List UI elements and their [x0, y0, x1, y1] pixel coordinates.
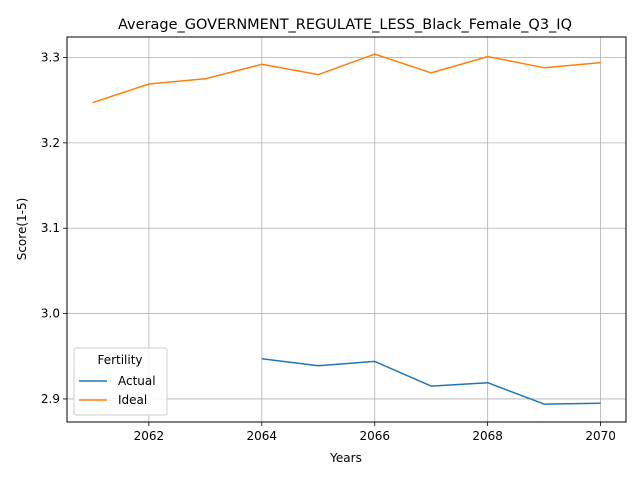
series-line-ideal: [92, 53, 601, 104]
legend-label-ideal: Ideal: [118, 393, 147, 407]
legend-title: Fertility: [97, 353, 142, 367]
legend: Fertility Actual Ideal: [73, 347, 168, 416]
x-tick-label: 2062: [134, 429, 165, 443]
y-tick-label: 3.2: [41, 136, 60, 150]
y-axis-label: Score(1-5): [15, 198, 29, 261]
y-tick-label: 3.0: [41, 307, 60, 321]
x-tick-label: 2066: [359, 429, 390, 443]
chart-title: Average_GOVERNMENT_REGULATE_LESS_Black_F…: [118, 17, 572, 33]
y-tick-label: 3.3: [41, 50, 60, 64]
series-lines: [92, 53, 601, 405]
y-tick-label: 3.1: [41, 221, 60, 235]
x-tick-label: 2068: [472, 429, 503, 443]
series-line-actual: [261, 358, 601, 405]
legend-entries: Actual Ideal: [79, 374, 156, 407]
y-tick-label: 2.9: [41, 392, 60, 406]
legend-box: [73, 347, 168, 416]
legend-label-actual: Actual: [118, 374, 156, 388]
x-tick-label: 2064: [247, 429, 278, 443]
x-tick-label: 2070: [585, 429, 616, 443]
x-axis: 2062 2064 2066 2068 2070: [134, 422, 616, 443]
grid: [67, 37, 626, 422]
plot-frame: [66, 36, 627, 423]
y-axis: 2.9 3.0 3.1 3.2 3.3: [41, 50, 67, 406]
x-axis-label: Years: [329, 451, 362, 465]
